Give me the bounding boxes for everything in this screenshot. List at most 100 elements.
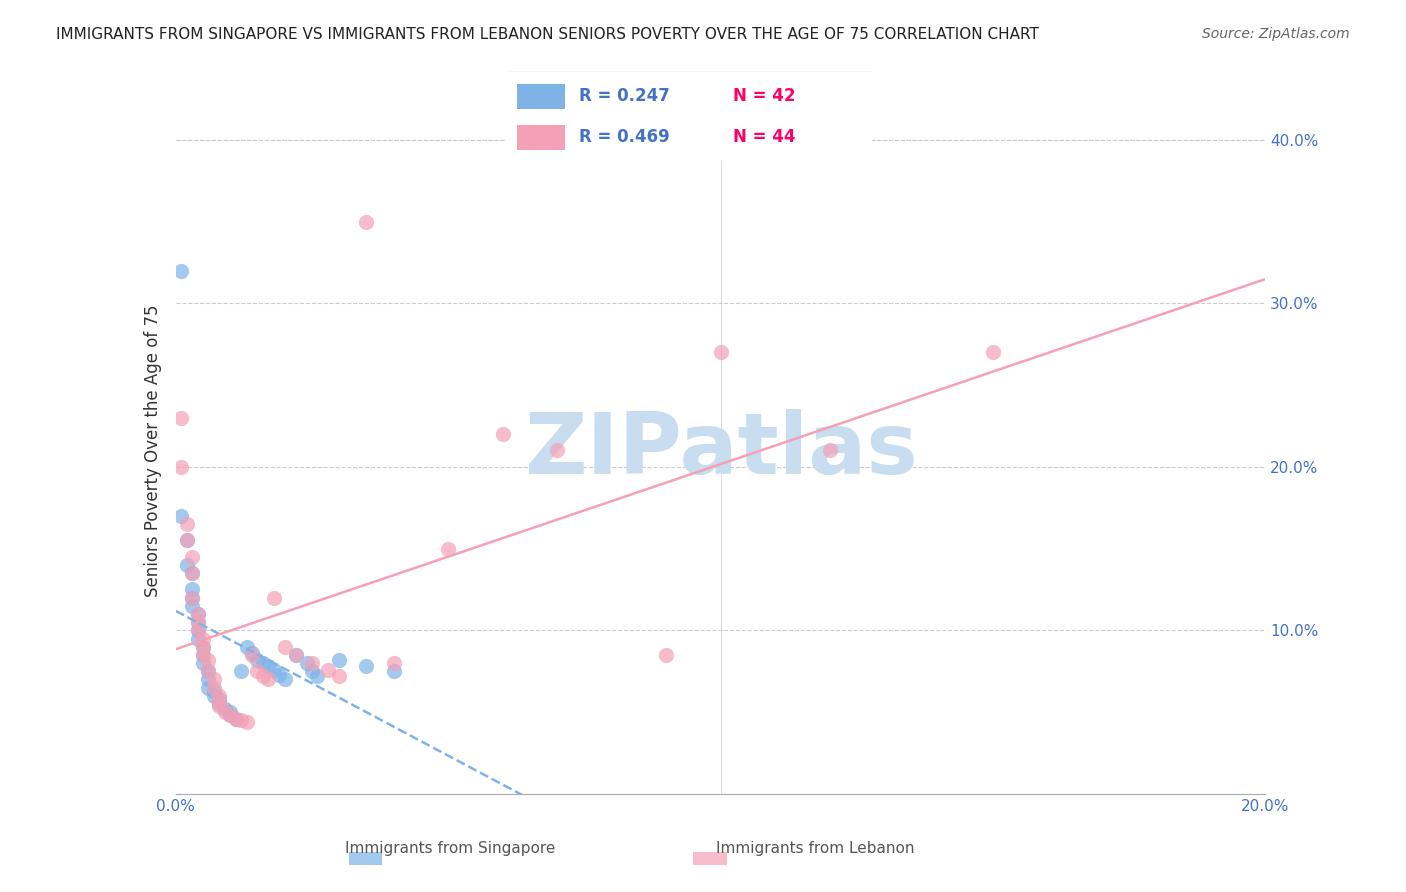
Point bbox=[263, 591, 285, 605]
Point bbox=[191, 656, 214, 670]
Point bbox=[328, 653, 350, 667]
Point bbox=[301, 656, 323, 670]
Point bbox=[202, 673, 225, 687]
Point bbox=[981, 345, 1004, 359]
Point bbox=[246, 653, 269, 667]
Point bbox=[382, 656, 405, 670]
Point bbox=[197, 673, 219, 687]
Point bbox=[170, 508, 193, 523]
Y-axis label: Seniors Poverty Over the Age of 75: Seniors Poverty Over the Age of 75 bbox=[143, 304, 162, 597]
Text: Immigrants from Lebanon: Immigrants from Lebanon bbox=[716, 841, 915, 856]
Point bbox=[219, 708, 242, 723]
Point bbox=[181, 566, 204, 580]
Point bbox=[208, 698, 231, 713]
Point bbox=[214, 705, 236, 719]
Point bbox=[208, 697, 231, 711]
Point bbox=[710, 345, 733, 359]
Text: N = 44: N = 44 bbox=[733, 128, 796, 146]
Point bbox=[235, 640, 257, 654]
Point bbox=[181, 566, 204, 580]
Text: N = 42: N = 42 bbox=[733, 87, 796, 105]
Text: R = 0.469: R = 0.469 bbox=[579, 128, 671, 146]
Point bbox=[176, 533, 198, 548]
Point bbox=[231, 714, 253, 728]
Point bbox=[186, 624, 209, 638]
Point bbox=[284, 648, 307, 662]
Point bbox=[191, 648, 214, 662]
Point bbox=[181, 549, 204, 564]
Point bbox=[225, 712, 247, 726]
Point bbox=[328, 669, 350, 683]
Point bbox=[269, 667, 291, 681]
Point bbox=[214, 702, 236, 716]
Point bbox=[186, 615, 209, 630]
Point bbox=[186, 615, 209, 630]
Point bbox=[186, 632, 209, 646]
Point bbox=[382, 664, 405, 679]
FancyBboxPatch shape bbox=[349, 852, 382, 865]
Point bbox=[176, 558, 198, 572]
Point bbox=[197, 664, 219, 679]
Point bbox=[191, 640, 214, 654]
Point bbox=[263, 663, 285, 677]
Point bbox=[437, 541, 460, 556]
Point bbox=[284, 648, 307, 662]
FancyBboxPatch shape bbox=[517, 84, 565, 109]
Point bbox=[176, 516, 198, 531]
FancyBboxPatch shape bbox=[499, 70, 879, 162]
Point bbox=[318, 663, 340, 677]
Point bbox=[356, 214, 378, 228]
Point bbox=[235, 714, 257, 729]
Point bbox=[274, 640, 297, 654]
Point bbox=[257, 659, 280, 673]
Text: IMMIGRANTS FROM SINGAPORE VS IMMIGRANTS FROM LEBANON SENIORS POVERTY OVER THE AG: IMMIGRANTS FROM SINGAPORE VS IMMIGRANTS … bbox=[56, 27, 1039, 42]
Point bbox=[492, 427, 515, 442]
Point bbox=[274, 673, 297, 687]
Point bbox=[202, 689, 225, 703]
Text: R = 0.247: R = 0.247 bbox=[579, 87, 671, 105]
Point bbox=[240, 646, 263, 660]
Point bbox=[197, 653, 219, 667]
Point bbox=[240, 648, 263, 662]
Point bbox=[208, 689, 231, 703]
Point bbox=[546, 443, 568, 458]
Point bbox=[181, 591, 204, 605]
FancyBboxPatch shape bbox=[693, 852, 727, 865]
Point bbox=[219, 708, 242, 723]
Point bbox=[170, 263, 193, 277]
Text: ZIPatlas: ZIPatlas bbox=[523, 409, 918, 492]
Point bbox=[208, 694, 231, 708]
Point bbox=[197, 664, 219, 679]
Point bbox=[191, 632, 214, 646]
Point bbox=[295, 656, 318, 670]
Point bbox=[191, 648, 214, 662]
Point bbox=[301, 664, 323, 679]
Point bbox=[225, 712, 247, 726]
Point bbox=[186, 607, 209, 621]
Point bbox=[176, 533, 198, 548]
Point bbox=[181, 582, 204, 597]
Point bbox=[252, 656, 274, 670]
Text: Source: ZipAtlas.com: Source: ZipAtlas.com bbox=[1202, 27, 1350, 41]
Point bbox=[257, 673, 280, 687]
Point bbox=[186, 624, 209, 638]
Point bbox=[181, 599, 204, 613]
FancyBboxPatch shape bbox=[517, 125, 565, 150]
Point bbox=[307, 669, 329, 683]
Point bbox=[246, 664, 269, 679]
Point bbox=[186, 607, 209, 621]
Point bbox=[181, 591, 204, 605]
Point bbox=[197, 681, 219, 695]
Point bbox=[655, 648, 678, 662]
Point bbox=[208, 692, 231, 706]
Point bbox=[818, 443, 841, 458]
Point bbox=[170, 459, 193, 474]
Point bbox=[356, 659, 378, 673]
Point bbox=[202, 683, 225, 698]
Text: Immigrants from Singapore: Immigrants from Singapore bbox=[344, 841, 555, 856]
Point bbox=[219, 705, 242, 719]
Point bbox=[170, 410, 193, 425]
Point bbox=[231, 664, 253, 679]
Point bbox=[191, 640, 214, 654]
Point bbox=[202, 681, 225, 695]
